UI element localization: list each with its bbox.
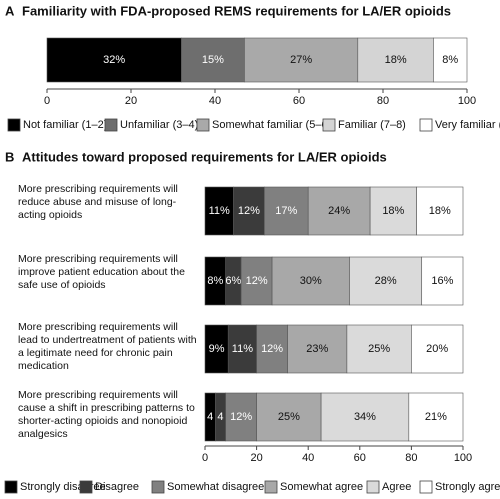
legend-label: Somewhat familiar (5–6)	[212, 119, 331, 131]
x-tick-label: 40	[209, 95, 221, 107]
legend-swatch	[196, 118, 210, 132]
bar-segment	[408, 392, 464, 442]
x-tick-label: 0	[202, 452, 208, 464]
value-label: 15%	[202, 54, 224, 66]
legend-label: Familiar (7–8)	[338, 119, 406, 131]
value-label: 17%	[275, 205, 297, 217]
bar-segment	[369, 186, 417, 236]
bar-segment	[287, 324, 348, 374]
bar-segment	[204, 186, 234, 236]
value-label: 18%	[385, 54, 407, 66]
legend-label: Unfamiliar (3–4)	[120, 119, 198, 131]
bar-segment	[349, 256, 423, 306]
bar-segment	[225, 392, 257, 442]
value-label: 12%	[230, 411, 252, 423]
value-label: 25%	[278, 411, 300, 423]
bar-segment	[421, 256, 464, 306]
bar-segment	[346, 324, 412, 374]
legend-swatch	[151, 480, 165, 494]
x-tick-label: 80	[405, 452, 417, 464]
legend-swatch	[4, 480, 18, 494]
value-label: 23%	[306, 343, 328, 355]
x-tick-label: 60	[354, 452, 366, 464]
legend-swatch	[419, 480, 433, 494]
bar-segment	[307, 186, 371, 236]
panel-label: A	[5, 3, 15, 18]
x-tick-label: 20	[125, 95, 137, 107]
category-label: More prescribing requirements will reduc…	[18, 183, 178, 221]
legend-swatch	[419, 118, 433, 132]
legend-swatch	[322, 118, 336, 132]
x-tick-label: 40	[302, 452, 314, 464]
value-label: 34%	[354, 411, 376, 423]
x-tick-label: 60	[293, 95, 305, 107]
value-label: 11%	[232, 343, 253, 355]
value-label: 30%	[300, 275, 322, 287]
value-label: 27%	[290, 54, 312, 66]
x-tick-label: 20	[250, 452, 262, 464]
value-label: 9%	[209, 343, 225, 355]
chart-title: Familiarity with FDA-proposed REMS requi…	[22, 3, 451, 18]
value-label: 12%	[238, 205, 260, 217]
bar-segment	[244, 37, 359, 83]
bar-segment	[256, 324, 288, 374]
legend-label: Disagree	[95, 481, 139, 493]
value-label: 28%	[375, 275, 397, 287]
bar-segment	[357, 37, 434, 83]
bar-segment	[233, 186, 265, 236]
panel-label: B	[5, 149, 14, 164]
value-label: 24%	[328, 205, 350, 217]
legend-swatch	[366, 480, 380, 494]
bar-segment	[46, 37, 182, 83]
bar-segment	[227, 324, 257, 374]
legend-label: Agree	[382, 481, 411, 493]
value-label: 4	[217, 411, 223, 423]
bar-segment	[416, 186, 464, 236]
value-label: 8%	[442, 54, 458, 66]
bar-segment	[320, 392, 410, 442]
category-label: More prescribing requirements will lead …	[18, 321, 197, 372]
value-label: 12%	[246, 275, 268, 287]
x-tick-label: 0	[44, 95, 50, 107]
value-label: 20%	[426, 343, 448, 355]
legend-swatch	[264, 480, 278, 494]
bar-segment	[411, 324, 464, 374]
category-label: More prescribing requirements will cause…	[18, 389, 195, 440]
value-label: 4	[207, 411, 213, 423]
bar-segment	[256, 392, 322, 442]
legend-label: Somewhat agree	[280, 481, 363, 493]
value-label: 11%	[209, 205, 230, 217]
value-label: 16%	[431, 275, 453, 287]
bar-segment	[264, 186, 309, 236]
value-label: 8%	[207, 275, 223, 287]
bar-segment	[240, 256, 273, 306]
x-tick-label: 100	[458, 95, 476, 107]
chart-title: Attitudes toward proposed requirements f…	[22, 149, 387, 164]
category-label: More prescribing requirements will impro…	[18, 253, 185, 291]
legend-swatch	[79, 480, 93, 494]
value-label: 21%	[425, 411, 447, 423]
value-label: 18%	[429, 205, 451, 217]
legend-label: Very familiar (9–10)	[435, 119, 500, 131]
legend-label: Strongly agree	[435, 481, 500, 493]
legend-label: Somewhat disagree	[167, 481, 264, 493]
value-label: 6%	[225, 275, 241, 287]
value-label: 12%	[261, 343, 283, 355]
legend-swatch	[104, 118, 118, 132]
x-tick-label: 80	[377, 95, 389, 107]
x-tick-label: 100	[454, 452, 472, 464]
legend-label: Strongly disagree	[20, 481, 106, 493]
bar-segment	[181, 37, 245, 83]
value-label: 25%	[368, 343, 390, 355]
legend-label: Not familiar (1–2)	[23, 119, 107, 131]
legend-swatch	[7, 118, 21, 132]
value-label: 18%	[382, 205, 404, 217]
value-label: 32%	[103, 54, 125, 66]
bar-segment	[433, 37, 468, 83]
